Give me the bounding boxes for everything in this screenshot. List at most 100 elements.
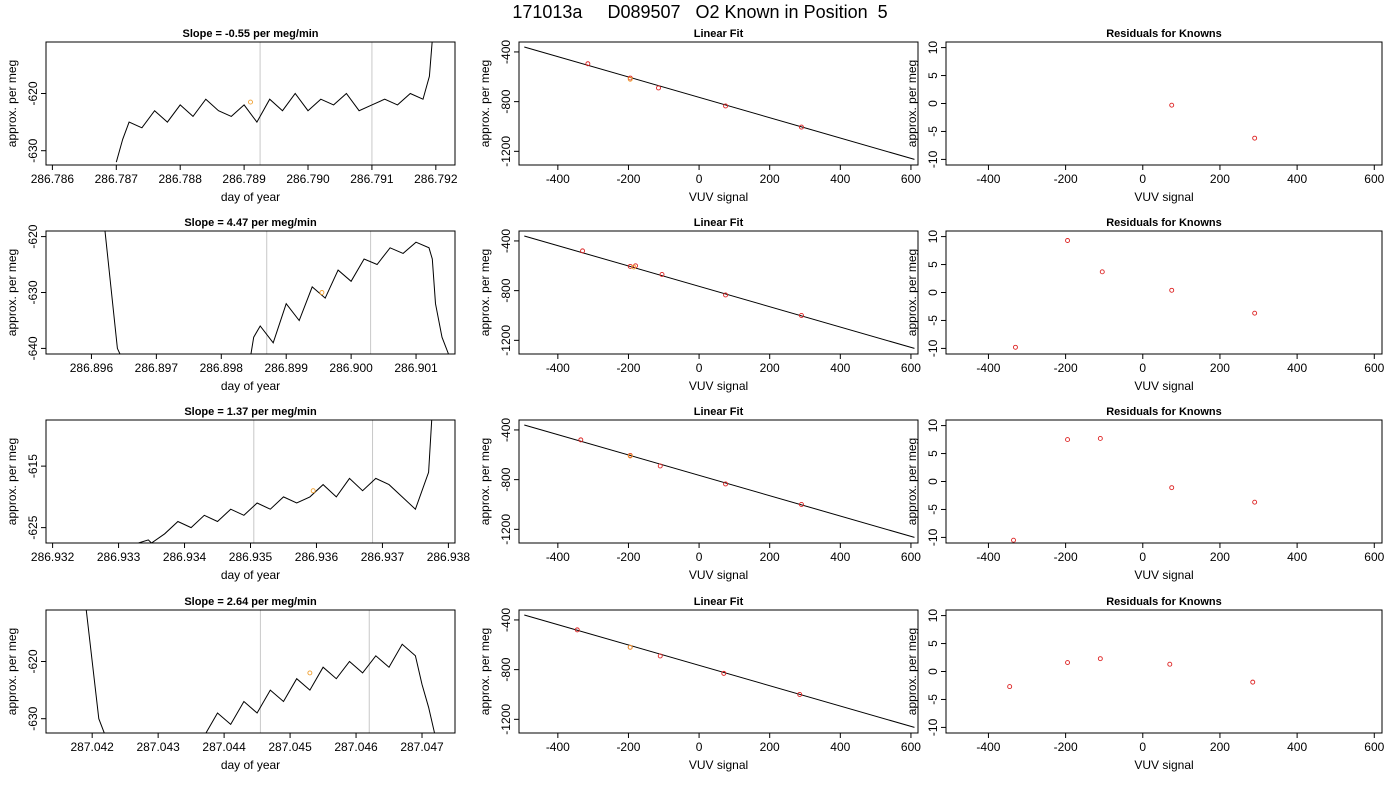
data-point (1011, 537, 1016, 543)
x-tick-label: 200 (1210, 361, 1230, 375)
plot-frame (518, 41, 919, 166)
x-tick-label: 286.934 (163, 550, 207, 564)
x-tick-label: 287.044 (202, 740, 246, 754)
y-tick-label: -5 (926, 504, 940, 515)
y-tick-label: 10 (926, 609, 940, 623)
x-tick-label: 400 (830, 172, 850, 186)
y-tick-label: 0 (926, 289, 940, 296)
plot-frame (45, 230, 456, 355)
plot-area (524, 46, 915, 160)
series-line (85, 610, 436, 733)
x-axis-label: VUV signal (689, 379, 748, 393)
data-point (1065, 437, 1070, 443)
x-tick-label: 600 (901, 550, 921, 564)
panel-title: Linear Fit (694, 406, 744, 418)
x-tick-label: -200 (1054, 550, 1078, 564)
data-point (721, 670, 727, 676)
y-tick-label: -400 (499, 229, 513, 253)
x-tick-label: 286.898 (200, 361, 244, 375)
x-tick-label: 286.896 (70, 361, 114, 375)
plot-area (138, 420, 433, 543)
x-tick-label: 286.790 (286, 172, 330, 186)
x-tick-label: 200 (760, 172, 780, 186)
y-axis-label: approx. per meg (478, 438, 492, 525)
data-point (1013, 344, 1018, 350)
panel-2-1: Linear Fit -400 -200 0 200 400 600 -1200 -800 -40… (478, 406, 921, 582)
y-tick-label: -5 (926, 694, 940, 705)
x-tick-label: -400 (546, 550, 570, 564)
x-axis-label: day of year (221, 379, 280, 393)
figure-title: 171013a D089507 O2 Known in Position 5 (512, 2, 888, 22)
plot-area (524, 614, 915, 728)
x-tick-label: 286.938 (427, 550, 471, 564)
x-tick-label: -200 (1054, 740, 1078, 754)
panel-title: Slope = 1.37 per meg/min (184, 406, 317, 418)
y-tick-label: -800 (499, 467, 513, 491)
data-point (1252, 499, 1258, 505)
data-point (657, 463, 663, 469)
y-axis-label: approx. per meg (905, 628, 919, 715)
y-axis-label: approx. per meg (5, 60, 19, 147)
panel-title: Residuals for Knowns (1106, 28, 1222, 40)
x-tick-label: 0 (696, 550, 703, 564)
y-tick-label: -10 (926, 718, 940, 736)
data-point (1252, 135, 1258, 141)
x-tick-label: 286.901 (394, 361, 438, 375)
data-point (574, 627, 580, 633)
x-tick-label: 400 (830, 361, 850, 375)
x-tick-label: -200 (616, 740, 640, 754)
x-tick-label: -400 (546, 361, 570, 375)
marker-point (307, 670, 313, 676)
x-tick-label: 286.935 (229, 550, 273, 564)
x-tick-label: 600 (901, 172, 921, 186)
x-tick-label: 400 (1287, 361, 1307, 375)
panel-title: Slope = 4.47 per meg/min (184, 217, 317, 229)
data-point (659, 272, 665, 277)
y-axis-label: approx. per meg (905, 249, 919, 336)
panel-title: Slope = -0.55 per meg/min (182, 28, 318, 40)
x-tick-label: 600 (1364, 361, 1384, 375)
x-tick-label: 286.900 (329, 361, 373, 375)
x-tick-label: 286.788 (159, 172, 203, 186)
y-tick-label: 0 (926, 478, 940, 485)
x-axis-label: VUV signal (1134, 568, 1193, 582)
x-tick-label: -400 (976, 550, 1000, 564)
data-point (799, 502, 804, 507)
x-tick-label: 286.899 (265, 361, 309, 375)
data-point (1097, 656, 1103, 662)
data-point (1065, 660, 1070, 666)
data-point (1065, 238, 1070, 243)
x-tick-label: -400 (976, 361, 1000, 375)
data-point (580, 248, 586, 254)
panel-0-2: Residuals for Knowns -400 -200 0 200 400 600 -1… (905, 28, 1385, 204)
y-tick-label: 0 (926, 668, 940, 675)
panel-1-2: Residuals for Knowns -400 -200 0 200 400 600 -1… (905, 217, 1385, 393)
panel-0-0: Slope = -0.55 per meg/min 286.786 286.787 2… (5, 28, 458, 204)
plot-frame (45, 41, 456, 166)
y-tick-label: 5 (926, 72, 940, 79)
plot-frame (45, 419, 456, 544)
x-tick-label: -400 (976, 172, 1000, 186)
y-tick-label: -620 (26, 224, 40, 248)
panel-1-1: Linear Fit -400 -200 0 200 400 600 -1200 -800 -40… (478, 217, 921, 393)
x-tick-label: 600 (1364, 172, 1384, 186)
series-line (104, 231, 449, 354)
x-tick-label: 286.786 (31, 172, 75, 186)
x-tick-label: 286.932 (31, 550, 75, 564)
x-tick-label: 287.046 (334, 740, 378, 754)
x-tick-label: 287.043 (136, 740, 180, 754)
x-axis-label: VUV signal (1134, 758, 1193, 772)
plot-frame (518, 609, 919, 734)
panel-3-1: Linear Fit -400 -200 0 200 400 600 -1200 -800 -40… (478, 596, 921, 772)
data-point (799, 124, 804, 130)
y-tick-label: 10 (926, 419, 940, 433)
x-axis-label: VUV signal (1134, 379, 1193, 393)
data-point (585, 61, 591, 67)
y-tick-label: 0 (926, 100, 940, 107)
plot-area (1011, 436, 1258, 543)
data-point (1250, 679, 1256, 685)
marker-point (248, 99, 253, 105)
x-tick-label: 286.937 (361, 550, 405, 564)
plot-frame (518, 419, 919, 544)
